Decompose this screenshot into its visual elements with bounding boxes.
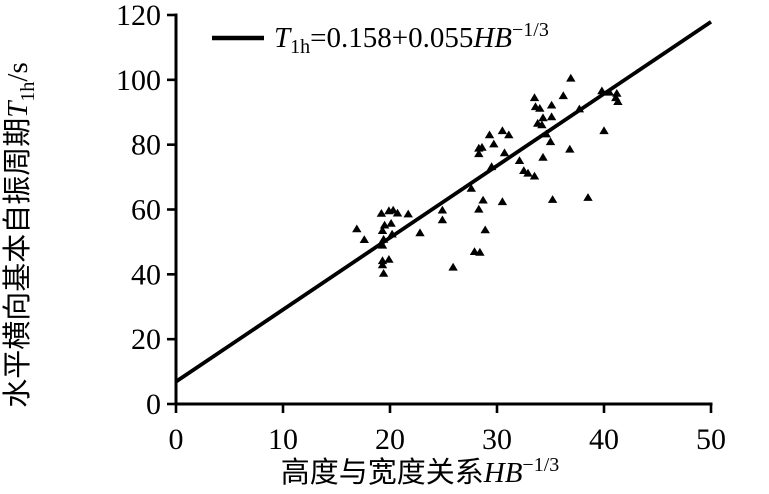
data-point-triangle <box>388 205 398 214</box>
data-point-triangle <box>437 205 448 214</box>
y-tick-label: 0 <box>146 388 161 421</box>
data-point-triangle <box>386 219 396 227</box>
data-point-triangle <box>514 156 525 164</box>
data-point-triangle <box>546 112 557 121</box>
data-point-triangle <box>486 162 497 171</box>
data-point-triangle <box>529 93 540 102</box>
data-point-triangle <box>477 142 487 151</box>
data-point-triangle <box>583 193 593 201</box>
data-point-triangle <box>474 204 484 213</box>
data-point-triangle <box>376 209 387 217</box>
data-point-triangle <box>478 195 488 204</box>
legend: T1h=0.158+0.055HB−1/3 <box>212 19 549 58</box>
data-point-triangle <box>377 240 388 249</box>
y-tick-label: 100 <box>116 64 161 97</box>
data-point-triangle <box>378 269 389 277</box>
data-point-triangle <box>538 113 548 122</box>
y-tick-label: 80 <box>131 129 161 162</box>
y-tick-label: 120 <box>116 0 161 32</box>
x-axis: 0 10 20 30 40 50 <box>169 402 726 456</box>
data-point-triangle <box>574 104 585 113</box>
data-point-triangle <box>415 228 425 237</box>
data-point-triangle <box>437 215 448 224</box>
data-point-triangle <box>613 97 623 105</box>
data-point-triangle <box>566 73 576 82</box>
data-point-triangle <box>545 137 556 146</box>
data-point-triangle <box>466 184 476 192</box>
data-point-triangle <box>599 126 609 135</box>
data-point-triangle <box>392 208 403 217</box>
data-point-triangle <box>538 152 548 161</box>
scatter-points-group <box>352 73 623 277</box>
data-point-triangle <box>537 120 547 129</box>
data-point-triangle <box>480 225 490 234</box>
data-point-triangle <box>377 226 388 234</box>
data-point-triangle <box>547 195 558 203</box>
data-point-triangle <box>565 144 575 153</box>
data-point-triangle <box>387 229 397 238</box>
x-axis-title: 高度与宽度关系HB−1/3 <box>281 454 560 489</box>
data-point-triangle <box>535 104 545 112</box>
data-point-triangle <box>523 168 533 177</box>
x-tick-label: 20 <box>375 423 405 456</box>
data-point-triangle <box>497 197 508 206</box>
legend-equation: T1h=0.158+0.055HB−1/3 <box>274 19 549 58</box>
data-point-triangle <box>504 130 514 139</box>
x-tick-label: 10 <box>268 423 298 456</box>
data-point-triangle <box>384 255 394 263</box>
y-tick-label: 20 <box>131 323 161 356</box>
data-point-triangle <box>484 130 495 139</box>
data-point-triangle <box>499 148 510 157</box>
data-point-triangle <box>604 87 615 96</box>
data-point-triangle <box>558 91 568 100</box>
data-point-triangle <box>612 89 622 97</box>
y-axis-title: 水平横向基本自振周期T1h/s <box>1 62 39 408</box>
data-point-triangle <box>529 171 540 180</box>
x-tick-label: 30 <box>482 423 512 456</box>
data-point-triangle <box>378 234 389 243</box>
data-point-triangle <box>475 247 485 256</box>
data-point-triangle <box>448 262 458 271</box>
x-tick-label: 50 <box>696 423 726 456</box>
regression-line-group <box>174 20 713 384</box>
data-point-triangle <box>403 209 413 218</box>
y-tick-label: 40 <box>131 258 161 291</box>
data-point-triangle <box>497 126 508 135</box>
x-tick-label: 40 <box>589 423 619 456</box>
data-point-triangle <box>359 235 369 243</box>
data-point-triangle <box>546 100 557 109</box>
data-point-triangle <box>474 149 484 158</box>
y-axis: 0 20 40 60 80 100 120 <box>116 0 178 421</box>
data-point-triangle <box>597 86 607 95</box>
x-tick-label: 0 <box>169 423 184 456</box>
data-point-triangle <box>541 129 551 138</box>
y-tick-label: 60 <box>131 194 161 227</box>
regression-line <box>174 20 713 384</box>
data-point-triangle <box>489 139 499 148</box>
data-point-triangle <box>377 260 388 269</box>
data-point-triangle <box>352 224 362 233</box>
